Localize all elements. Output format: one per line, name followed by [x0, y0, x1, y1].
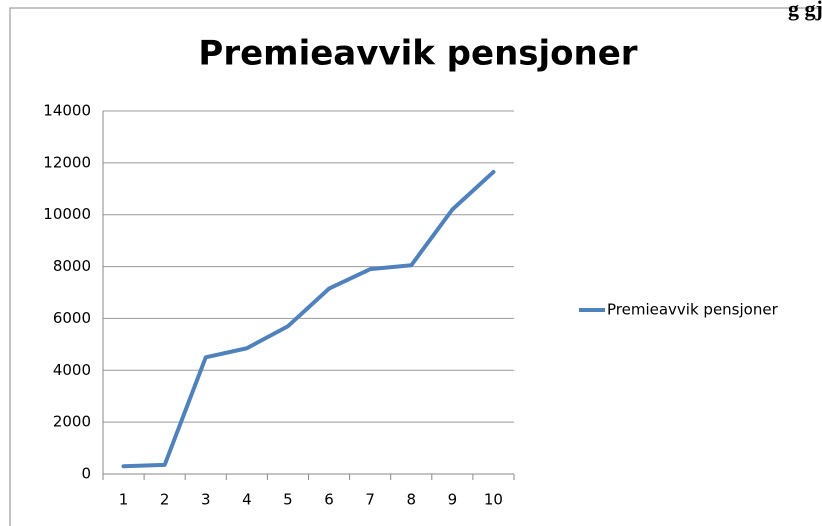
- x-tick-label: 1: [119, 491, 129, 509]
- y-tick-label: 14000: [43, 102, 91, 120]
- x-tick-label: 8: [406, 491, 416, 509]
- annotation: g gj: [788, 0, 822, 21]
- x-tick-label: 3: [201, 491, 211, 509]
- y-tick-label: 0: [81, 465, 91, 483]
- y-tick-label: 4000: [53, 361, 91, 379]
- x-tick-label: 10: [484, 491, 503, 509]
- y-tick-label: 12000: [43, 153, 91, 171]
- y-tick-label: 6000: [53, 309, 91, 327]
- y-tick-label: 8000: [53, 257, 91, 275]
- chart-frame: [9, 7, 822, 526]
- y-tick-label: 2000: [53, 413, 91, 431]
- x-tick-label: 9: [448, 491, 458, 509]
- line-series: [121, 169, 496, 469]
- legend-label: Premieavvik pensjoner: [607, 301, 779, 319]
- chart-title: Premieavvik pensjoner: [198, 34, 637, 74]
- y-tick-label: 10000: [43, 205, 91, 223]
- x-tick-label: 5: [283, 491, 293, 509]
- x-tick-label: 7: [365, 491, 375, 509]
- x-tick-label: 6: [324, 491, 334, 509]
- x-tick-label: 2: [160, 491, 170, 509]
- x-tick-label: 4: [242, 491, 252, 509]
